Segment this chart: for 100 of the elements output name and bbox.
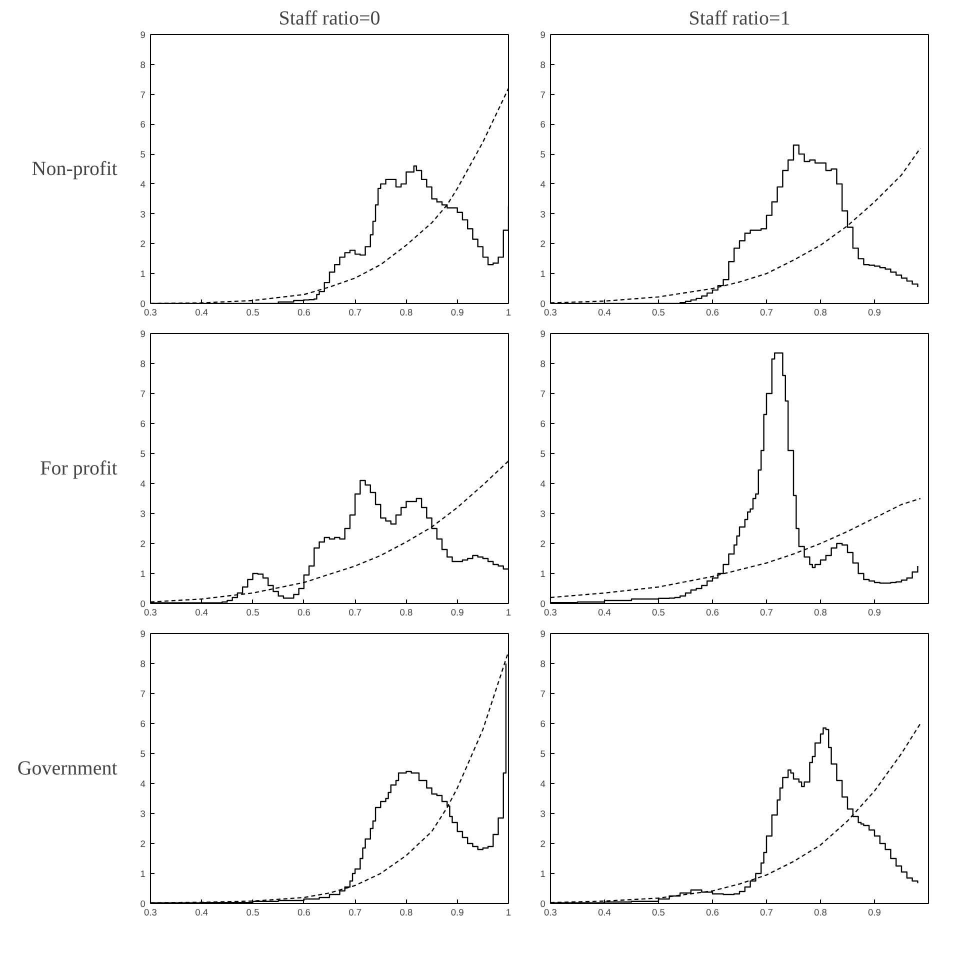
x-tick-label: 0.7 xyxy=(760,908,773,918)
y-tick-label: 9 xyxy=(140,30,146,40)
x-tick-label: 0.6 xyxy=(706,308,719,318)
x-tick-label: 0.3 xyxy=(544,908,557,918)
x-tick-label: 0.4 xyxy=(598,608,611,618)
y-tick-label: 5 xyxy=(140,150,146,160)
x-tick-label: 0.9 xyxy=(450,608,464,618)
x-tick-label: 0.8 xyxy=(814,608,827,618)
y-tick-label: 7 xyxy=(140,389,146,399)
y-tick-label: 1 xyxy=(140,869,146,879)
x-tick-label: 0.7 xyxy=(760,608,773,618)
y-tick-label: 3 xyxy=(540,509,546,519)
x-tick-label: 0.3 xyxy=(544,308,557,318)
y-tick-label: 7 xyxy=(140,689,146,699)
y-tick-label: 2 xyxy=(540,839,546,849)
y-tick-label: 3 xyxy=(140,809,146,819)
y-tick-label: 7 xyxy=(540,689,546,699)
x-tick-label: 0.5 xyxy=(652,908,665,918)
x-tick-label: 0.9 xyxy=(868,908,881,918)
x-tick-label: 0.3 xyxy=(544,608,557,618)
x-tick-label: 0.7 xyxy=(760,308,773,318)
y-tick-label: 7 xyxy=(540,389,546,399)
y-axis-title: For profit xyxy=(40,458,118,480)
x-tick-label: 0.7 xyxy=(348,308,362,318)
y-tick-label: 8 xyxy=(140,60,146,70)
x-tick-label: 0.6 xyxy=(297,908,310,918)
y-tick-label: 1 xyxy=(140,569,146,579)
x-tick-label: 1 xyxy=(506,608,512,618)
y-tick-label: 3 xyxy=(540,809,546,819)
y-tick-label: 8 xyxy=(140,359,146,369)
y-tick-label: 6 xyxy=(140,419,146,429)
y-tick-label: 8 xyxy=(540,659,546,669)
y-tick-label: 9 xyxy=(540,329,546,339)
y-tick-label: 9 xyxy=(540,30,546,40)
y-tick-label: 6 xyxy=(540,120,546,130)
y-tick-label: 7 xyxy=(140,90,146,100)
y-tick-label: 6 xyxy=(540,719,546,729)
x-tick-label: 0.8 xyxy=(400,608,413,618)
y-axis-title: Government xyxy=(17,758,118,780)
x-tick-label: 1 xyxy=(506,308,512,318)
y-tick-label: 9 xyxy=(540,629,546,639)
x-tick-label: 1 xyxy=(506,908,512,918)
x-tick-label: 0.8 xyxy=(814,308,827,318)
x-tick-label: 0.8 xyxy=(400,908,413,918)
x-tick-label: 0.3 xyxy=(144,308,157,318)
y-tick-label: 6 xyxy=(540,419,546,429)
x-tick-label: 0.6 xyxy=(297,608,310,618)
y-tick-label: 0 xyxy=(540,599,546,609)
y-tick-label: 6 xyxy=(140,719,146,729)
x-tick-label: 0.8 xyxy=(400,308,413,318)
y-tick-label: 4 xyxy=(140,179,146,190)
y-tick-label: 7 xyxy=(540,90,546,100)
y-tick-label: 1 xyxy=(540,869,546,879)
y-tick-label: 3 xyxy=(540,209,546,220)
y-tick-label: 8 xyxy=(540,60,546,70)
y-tick-label: 9 xyxy=(140,629,146,639)
y-tick-label: 5 xyxy=(140,449,146,459)
y-tick-label: 5 xyxy=(540,749,546,759)
x-tick-label: 0.6 xyxy=(297,308,310,318)
y-tick-label: 0 xyxy=(140,599,146,609)
y-tick-label: 5 xyxy=(540,449,546,459)
x-tick-label: 0.7 xyxy=(348,608,362,618)
chart-title: Staff ratio=0 xyxy=(278,8,380,30)
x-tick-label: 0.9 xyxy=(868,308,881,318)
x-tick-label: 0.7 xyxy=(348,908,362,918)
y-tick-label: 5 xyxy=(540,150,546,160)
x-tick-label: 0.3 xyxy=(144,608,157,618)
y-tick-label: 2 xyxy=(140,839,146,849)
y-tick-label: 2 xyxy=(140,239,146,250)
chart-title: Staff ratio=1 xyxy=(688,8,790,30)
y-tick-label: 4 xyxy=(140,479,146,489)
y-tick-label: 4 xyxy=(540,479,546,489)
y-tick-label: 5 xyxy=(140,749,146,759)
y-tick-label: 0 xyxy=(540,299,546,309)
y-tick-label: 2 xyxy=(540,539,546,549)
x-tick-label: 0.5 xyxy=(652,308,665,318)
y-tick-label: 0 xyxy=(140,899,146,909)
y-axis-title: Non-profit xyxy=(32,158,118,180)
x-tick-label: 0.5 xyxy=(246,608,260,618)
y-tick-label: 3 xyxy=(140,209,146,220)
y-tick-label: 4 xyxy=(140,779,146,789)
x-tick-label: 0.3 xyxy=(144,908,157,918)
y-tick-label: 4 xyxy=(540,779,546,789)
x-tick-label: 0.5 xyxy=(652,608,665,618)
x-tick-label: 0.5 xyxy=(246,308,260,318)
y-tick-label: 8 xyxy=(140,659,146,669)
y-tick-label: 8 xyxy=(540,359,546,369)
y-tick-label: 1 xyxy=(540,569,546,579)
x-tick-label: 0.8 xyxy=(814,908,827,918)
x-tick-label: 0.6 xyxy=(706,908,719,918)
x-tick-label: 0.4 xyxy=(598,308,611,318)
x-tick-label: 0.5 xyxy=(246,908,260,918)
y-tick-label: 2 xyxy=(140,539,146,549)
y-tick-label: 9 xyxy=(140,329,146,339)
y-tick-label: 6 xyxy=(140,120,146,130)
y-tick-label: 2 xyxy=(540,239,546,250)
y-tick-label: 1 xyxy=(140,269,146,280)
x-tick-label: 0.4 xyxy=(195,908,208,918)
y-tick-label: 1 xyxy=(540,269,546,280)
y-tick-label: 0 xyxy=(140,299,146,309)
